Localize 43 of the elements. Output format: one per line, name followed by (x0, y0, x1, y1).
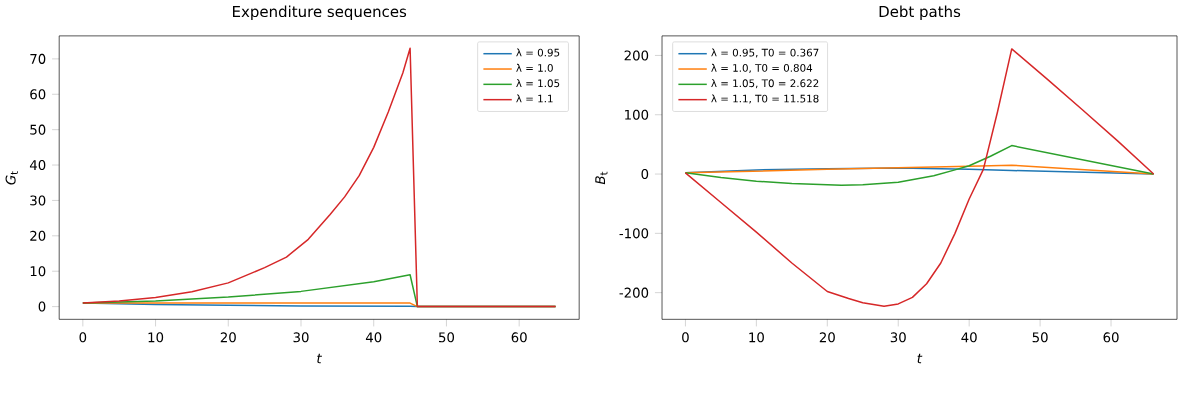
y-axis-title: B$_{t}$ (595, 171, 608, 185)
x-tick-label: 0 (79, 332, 87, 343)
x-tick-label: 10 (148, 332, 164, 343)
x-tick-label: 50 (439, 332, 455, 343)
x-tick-label: 60 (511, 332, 527, 343)
y-tick-label: 200 (624, 50, 649, 61)
y-tick-label: 10 (30, 266, 46, 277)
chart-title: Debt paths (879, 5, 961, 20)
y-tick-label: 40 (29, 159, 46, 170)
legend-label: λ = 1.05, T0 = 2.622 (711, 79, 819, 89)
legend-label: λ = 1.0, T0 = 0.804 (711, 63, 813, 73)
legend-label: λ = 1.1, T0 = 11.518 (711, 94, 819, 104)
x-tick-label: 40 (365, 332, 382, 343)
y-tick-label: 70 (30, 53, 46, 64)
y-tick-label: 0 (38, 301, 46, 312)
y-tick-label: 100 (625, 109, 649, 120)
legend-label: λ = 1.1 (516, 94, 553, 103)
x-tick-label: 30 (293, 332, 309, 343)
x-tick-label: 10 (749, 332, 764, 343)
x-axis-title: t (317, 353, 323, 364)
x-tick-label: 0 (682, 332, 689, 343)
line-series (684, 48, 1155, 307)
y-tick-label: 20 (30, 230, 46, 241)
legend-label: λ = 1.0 (516, 63, 553, 72)
x-tick-label: 60 (1103, 332, 1119, 343)
line-series (684, 144, 1155, 186)
y-tick-label: -100 (619, 228, 649, 239)
chart-title: Expenditure sequences (233, 5, 407, 20)
x-axis-title: t (917, 353, 923, 364)
y-axis-title: G$_{t}$ (5, 171, 18, 185)
x-tick-label: 40 (961, 332, 977, 343)
y-tick-label: -200 (619, 287, 649, 298)
y-tick-label: 50 (30, 124, 46, 135)
y-tick-label: 30 (30, 195, 46, 206)
y-tick-label: 60 (30, 89, 46, 100)
x-tick-label: 30 (890, 332, 906, 343)
x-tick-label: 20 (819, 332, 835, 343)
x-tick-label: 50 (1032, 332, 1048, 343)
legend-label: λ = 0.95, T0 = 0.367 (711, 48, 819, 58)
x-tick-label: 20 (220, 332, 236, 343)
legend-label: λ = 0.95 (516, 48, 560, 57)
legend-label: λ = 1.05 (516, 79, 560, 88)
y-tick-label: 0 (641, 168, 649, 179)
